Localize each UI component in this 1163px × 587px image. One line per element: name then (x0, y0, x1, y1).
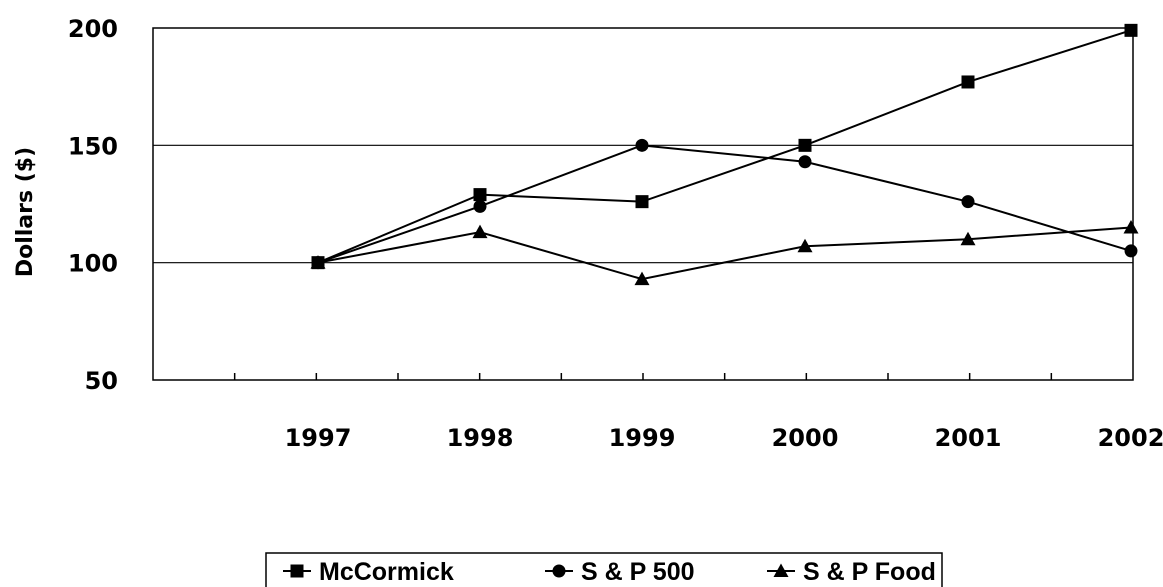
data-point-s-p-food (310, 255, 326, 269)
series-mccormick (311, 23, 1138, 270)
data-point-s-p-food (634, 271, 650, 286)
legend-label-mccormick: McCormick (319, 558, 454, 586)
series-line-s-p-500 (317, 144, 1132, 264)
data-point-s-p-500 (473, 199, 487, 213)
series-line-mccormick (317, 29, 1132, 264)
data-point-s-p-food (960, 231, 976, 246)
data-point-s-p-500 (1124, 244, 1138, 258)
data-point-s-p-500 (961, 195, 975, 209)
data-point-s-p-food (1123, 219, 1139, 234)
y-tick-label: 100 (68, 250, 118, 278)
x-axis-ticks (233, 373, 1053, 380)
data-point-mccormick (1124, 23, 1138, 37)
data-point-s-p-500 (635, 138, 649, 152)
series-s-p-500 (311, 138, 1138, 270)
data-point-s-p-500 (798, 155, 812, 169)
series-line-s-p-food (317, 226, 1132, 281)
x-tick-label: 2002 (1098, 424, 1163, 452)
legend-item-s-p-500: S & P 500 (545, 558, 695, 586)
x-tick-label: 2001 (935, 424, 1002, 452)
x-tick-label: 1998 (447, 424, 514, 452)
data-point-mccormick (798, 138, 812, 152)
legend-marker-s-p-500 (552, 564, 566, 578)
legend-item-mccormick: McCormick (283, 558, 454, 586)
data-point-mccormick (473, 188, 487, 202)
data-point-mccormick (961, 75, 975, 89)
legend-marker-s-p-food (773, 563, 789, 577)
x-tick-label: 1997 (285, 424, 352, 452)
y-tick-label: 50 (85, 367, 118, 395)
legend-item-s-p-food: S & P Food (767, 558, 936, 586)
data-point-s-p-food (797, 238, 813, 253)
data-point-s-p-food (472, 224, 488, 239)
y-axis-tick-labels: 50 100 150 200 (68, 15, 118, 395)
series-layer (310, 23, 1139, 286)
x-tick-label: 2000 (772, 424, 839, 452)
data-point-mccormick (635, 195, 649, 209)
y-axis-title: Dollars ($) (13, 147, 38, 277)
legend-label-s-p-food: S & P Food (803, 558, 936, 586)
x-axis-tick-labels: 1997 1998 1999 2000 2001 2002 (285, 424, 1163, 452)
y-tick-label: 150 (68, 132, 118, 160)
legend-label-s-p-500: S & P 500 (581, 558, 695, 586)
series-s-p-food (310, 219, 1139, 286)
legend-box (265, 552, 943, 587)
y-tick-label: 200 (68, 15, 118, 43)
x-tick-label: 1999 (609, 424, 676, 452)
legend: McCormick S & P 500 S & P Food (265, 552, 943, 587)
legend-marker-mccormick (290, 564, 304, 578)
